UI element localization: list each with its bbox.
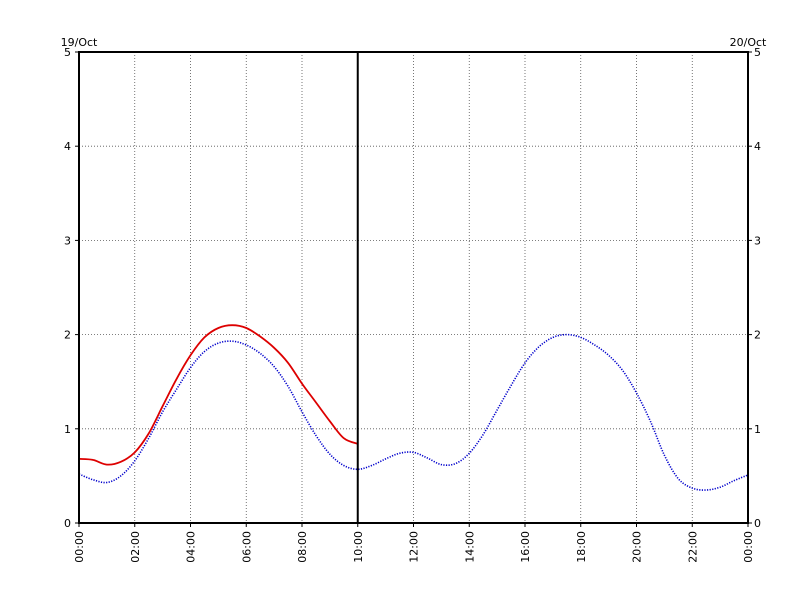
y-tick-label-right: 3	[754, 234, 761, 247]
x-tick-label: 00:00	[73, 531, 86, 563]
y-tick-label-right: 1	[754, 423, 761, 436]
y-tick-label-left: 3	[64, 234, 71, 247]
x-tick-label: 04:00	[185, 531, 198, 563]
y-tick-label-left: 5	[64, 46, 71, 59]
y-tick-label-right: 4	[754, 140, 761, 153]
x-tick-label: 08:00	[296, 531, 309, 563]
x-tick-label: 14:00	[463, 531, 476, 563]
end-date-label: 20/Oct	[730, 36, 767, 49]
x-tick-label: 18:00	[575, 531, 588, 563]
y-tick-label-right: 2	[754, 329, 761, 342]
x-tick-label: 10:00	[352, 531, 365, 563]
y-tick-label-left: 4	[64, 140, 71, 153]
y-tick-label-left: 1	[64, 423, 71, 436]
series-layer	[78, 324, 749, 491]
predicted-tide-line	[78, 333, 749, 491]
x-tick-label: 16:00	[519, 531, 532, 563]
x-tick-label: 12:00	[408, 531, 421, 563]
y-tick-label-left: 0	[64, 517, 71, 530]
y-tick-label-right: 5	[754, 46, 761, 59]
observed-tide-line	[78, 324, 359, 466]
y-tick-label-left: 2	[64, 329, 71, 342]
y-tick-label-right: 0	[754, 517, 761, 530]
x-tick-label: 22:00	[686, 531, 699, 563]
start-date-label: 19/Oct	[61, 36, 98, 49]
x-tick-label: 20:00	[631, 531, 644, 563]
axes: 0 0 1 1 2 2 3 3 4 4 5 5 00:00 02:00 04:00 06:00 08:00 10:…	[64, 46, 761, 563]
x-tick-label: 06:00	[240, 531, 253, 563]
grid	[79, 52, 748, 523]
x-tick-label: 02:00	[129, 531, 142, 563]
x-tick-label: 00:00	[742, 531, 755, 563]
